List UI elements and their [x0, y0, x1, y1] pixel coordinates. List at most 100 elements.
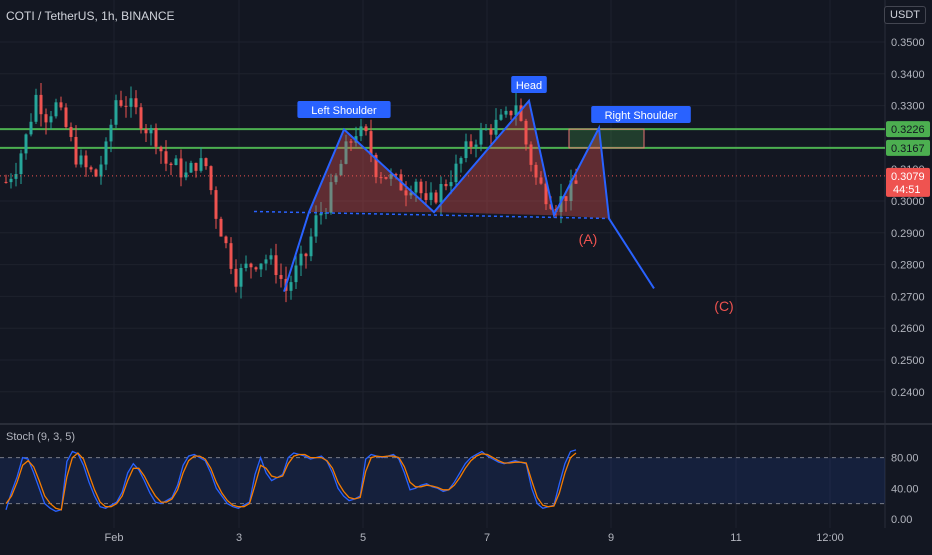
candle-body	[539, 177, 543, 184]
candle-body	[404, 190, 408, 196]
candle-body	[59, 102, 63, 108]
candle-body	[519, 105, 523, 121]
candle-body	[144, 128, 148, 134]
candle-body	[309, 236, 313, 257]
pattern-fill-right-shoulder	[554, 127, 609, 219]
candle-body	[54, 102, 58, 117]
label-left-shoulder-bg	[297, 101, 391, 118]
candle-body	[119, 100, 123, 106]
price-tick-label: 0.2400	[891, 387, 925, 399]
candle-body	[319, 213, 323, 216]
level-badge-label-0: 0.3226	[891, 124, 925, 136]
time-axis-label: 5	[360, 532, 366, 544]
candle-body	[134, 98, 138, 108]
stoch-title: Stoch (9, 3, 5)	[6, 431, 76, 443]
pattern-fill-head	[434, 100, 554, 216]
candle-body	[434, 192, 438, 203]
candle-body	[9, 178, 13, 183]
candle-body	[514, 105, 518, 116]
candle-body	[249, 263, 253, 268]
candle-body	[219, 218, 223, 237]
candle-body	[439, 184, 443, 203]
candle-body	[564, 196, 568, 201]
candle-body	[489, 128, 493, 135]
candle-body	[454, 163, 458, 183]
candle-body	[224, 236, 228, 244]
candle-body	[234, 268, 238, 287]
label-head-bg	[511, 76, 547, 93]
candle-body	[104, 141, 108, 165]
candle-body	[164, 151, 168, 164]
level-badge-0	[886, 121, 930, 138]
label-right-shoulder-bg	[591, 106, 691, 123]
candle-body	[359, 126, 363, 137]
candle-body	[444, 184, 448, 187]
candle-body	[79, 155, 83, 165]
candle-body	[34, 94, 38, 122]
candle-body	[329, 182, 333, 213]
candle-body	[269, 255, 273, 260]
price-tick-label: 0.3400	[891, 69, 925, 81]
price-tick-label: 0.2600	[891, 323, 925, 335]
price-tick-label: 0.3500	[891, 37, 925, 49]
candle-body	[424, 193, 428, 200]
time-axis-label: 7	[484, 532, 490, 544]
price-tick-label: 0.2500	[891, 355, 925, 367]
label-head-text: Head	[516, 80, 542, 92]
candle-body	[139, 107, 143, 129]
candle-body	[154, 128, 158, 147]
candle-body	[409, 192, 413, 196]
candle-body	[89, 167, 93, 170]
candle-body	[369, 131, 373, 155]
stoch-series-d	[5, 452, 577, 511]
level-badge-1	[886, 139, 930, 156]
candle-body	[314, 215, 318, 237]
candle-body	[474, 144, 478, 147]
candle-body	[159, 146, 163, 152]
current-price-label: 0.3079	[891, 171, 925, 183]
candle-body	[299, 253, 303, 266]
candle-body	[84, 155, 88, 168]
candle-body	[244, 263, 248, 268]
candle-body	[294, 265, 298, 283]
candle-body	[289, 282, 293, 291]
candle-body	[419, 181, 423, 194]
time-axis-label: Feb	[105, 532, 124, 544]
candle-body	[199, 158, 203, 171]
candle-body	[569, 180, 573, 201]
candle-body	[374, 154, 378, 178]
candle-body	[504, 110, 508, 115]
candle-body	[494, 119, 498, 135]
candle-body	[524, 120, 528, 145]
candle-body	[124, 105, 128, 107]
candle-body	[74, 136, 78, 165]
currency-button[interactable]: USDT	[884, 6, 926, 24]
candle-body	[229, 243, 233, 269]
candle-body	[19, 153, 23, 175]
candle-body	[574, 180, 578, 184]
candle-body	[389, 174, 393, 179]
price-tick-label: 0.2700	[891, 291, 925, 303]
neckline	[253, 210, 610, 220]
right-shoulder-zone	[568, 128, 645, 149]
candle-body	[174, 158, 178, 166]
candle-body	[499, 114, 503, 120]
candle-body	[509, 110, 513, 116]
candle-body	[459, 158, 463, 164]
candle-body	[44, 114, 48, 123]
stoch-series-k	[5, 449, 577, 512]
candle-body	[349, 141, 353, 143]
candle-body	[4, 181, 8, 183]
label-right-shoulder-text: Right Shoulder	[605, 110, 678, 122]
candle-body	[129, 98, 133, 107]
stoch-tick-label: 40.00	[891, 483, 919, 495]
candle-body	[559, 196, 563, 213]
stoch-band	[0, 457, 885, 504]
price-tick-label: 0.3000	[891, 196, 925, 208]
price-tick-label: 0.2900	[891, 228, 925, 240]
candle-body	[274, 255, 278, 276]
candle-body	[179, 158, 183, 178]
candle-body	[114, 100, 118, 125]
